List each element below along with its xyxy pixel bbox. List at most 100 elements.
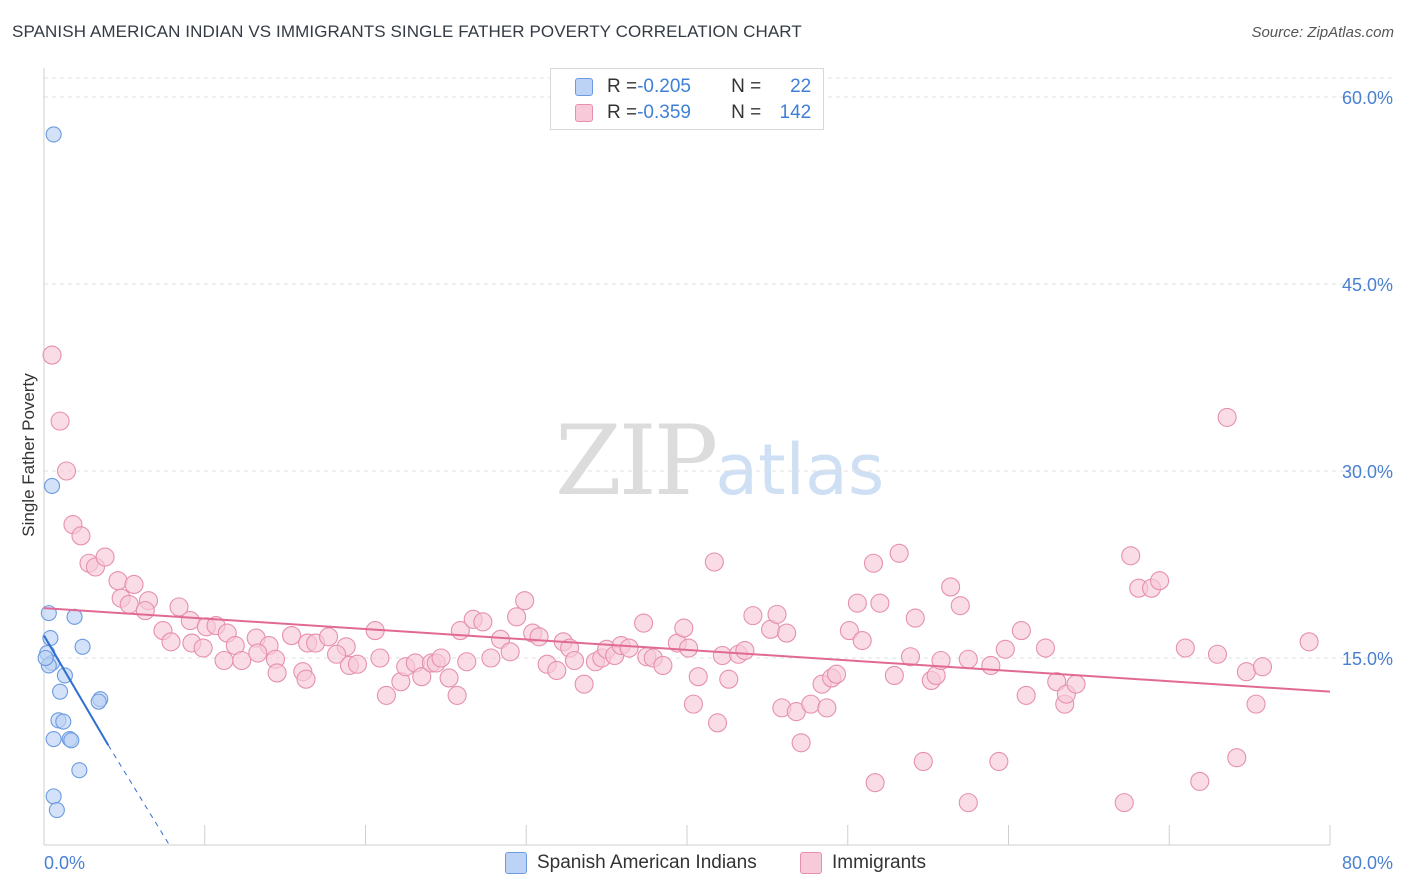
point-immigrants xyxy=(852,630,872,651)
correlation-legend: R = -0.205 N = 22 R = -0.359 N = 142 xyxy=(550,68,824,130)
x-tick-label: 0.0% xyxy=(44,853,85,873)
legend-row-blue: R = -0.205 N = 22 xyxy=(575,75,811,99)
point-immigrants xyxy=(564,650,585,671)
point-immigrants xyxy=(1035,638,1056,658)
legend-r-value: -0.205 xyxy=(637,76,691,97)
point-immigrants xyxy=(995,639,1015,659)
point-immigrants xyxy=(870,593,890,613)
y-tick-label: 60.0% xyxy=(1342,88,1393,108)
point-immigrants xyxy=(707,713,728,733)
point-immigrants xyxy=(791,733,811,753)
trend-line-extension-spanish-american-indians xyxy=(107,745,170,846)
point-immigrants xyxy=(1114,793,1134,813)
point-immigrants xyxy=(347,654,368,674)
point-immigrants xyxy=(481,648,501,668)
point-immigrants xyxy=(913,751,933,772)
point-immigrants xyxy=(1217,407,1237,427)
point-immigrants xyxy=(743,606,763,626)
legend-swatch-blue xyxy=(505,852,527,874)
point-immigrants xyxy=(634,613,654,633)
point-immigrants xyxy=(457,652,477,672)
point-spanish-american-indians xyxy=(37,649,54,667)
point-immigrants xyxy=(958,793,978,813)
point-immigrants xyxy=(370,648,390,668)
point-immigrants xyxy=(193,638,213,658)
point-immigrants xyxy=(135,601,155,621)
point-spanish-american-indians xyxy=(55,713,72,730)
point-immigrants xyxy=(712,645,732,666)
point-immigrants xyxy=(683,694,703,714)
point-immigrants xyxy=(1236,662,1256,682)
point-immigrants xyxy=(1121,546,1141,566)
point-spanish-american-indians xyxy=(63,732,80,749)
point-immigrants xyxy=(801,694,821,714)
point-spanish-american-indians xyxy=(45,788,62,805)
point-immigrants xyxy=(50,411,70,431)
point-spanish-american-indians xyxy=(74,638,91,655)
chart-title: SPANISH AMERICAN INDIAN VS IMMIGRANTS SI… xyxy=(12,22,802,41)
y-axis-label: Single Father Poverty xyxy=(19,373,38,537)
point-immigrants xyxy=(232,650,252,671)
point-immigrants xyxy=(839,621,859,641)
point-immigrants xyxy=(847,593,867,613)
point-immigrants xyxy=(296,669,316,689)
point-immigrants xyxy=(958,649,978,669)
point-immigrants xyxy=(653,655,673,676)
point-immigrants xyxy=(1246,694,1266,714)
point-immigrants xyxy=(863,553,884,573)
legend-item-spanish-american-indians[interactable]: Spanish American Indians xyxy=(505,852,757,874)
trend-lines xyxy=(43,607,1331,846)
point-immigrants xyxy=(214,650,234,671)
point-immigrants xyxy=(679,638,699,658)
point-immigrants xyxy=(161,632,181,652)
point-immigrants xyxy=(1227,748,1247,768)
point-immigrants xyxy=(439,668,459,688)
point-immigrants xyxy=(1175,638,1195,658)
point-immigrants xyxy=(500,642,520,662)
point-immigrants xyxy=(950,596,970,616)
legend-r-value: -0.359 xyxy=(637,102,691,123)
legend-item-immigrants[interactable]: Immigrants xyxy=(800,852,926,874)
y-tick-label: 15.0% xyxy=(1342,649,1393,669)
gridlines xyxy=(44,77,1392,659)
point-immigrants xyxy=(267,663,287,683)
point-immigrants xyxy=(248,643,268,663)
point-immigrants xyxy=(777,623,797,643)
point-spanish-american-indians xyxy=(43,477,61,495)
legend-swatch-pink xyxy=(575,104,593,122)
point-immigrants xyxy=(1011,621,1031,641)
point-immigrants xyxy=(376,685,396,705)
point-immigrants xyxy=(431,648,451,668)
point-immigrants xyxy=(1066,674,1086,694)
point-spanish-american-indians xyxy=(45,730,62,748)
trend-line-spanish-american-indians xyxy=(43,635,110,746)
point-immigrants xyxy=(989,751,1009,772)
point-immigrants xyxy=(42,345,62,365)
point-immigrants xyxy=(169,597,189,617)
point-spanish-american-indians xyxy=(90,693,107,710)
point-immigrants xyxy=(817,698,837,718)
y-tick-label: 45.0% xyxy=(1342,275,1393,295)
watermark: ZIPatlas xyxy=(555,405,884,517)
point-immigrants xyxy=(941,577,961,597)
axes xyxy=(43,68,1331,846)
point-immigrants xyxy=(574,674,594,694)
legend-row-pink: R = -0.359 N = 142 xyxy=(575,101,811,125)
point-spanish-american-indians xyxy=(48,802,65,819)
point-immigrants xyxy=(71,526,91,546)
point-immigrants xyxy=(529,627,549,647)
chart-source: Source: ZipAtlas.com xyxy=(1251,24,1394,41)
point-immigrants xyxy=(507,607,527,627)
x-tick-label: 80.0% xyxy=(1342,853,1393,873)
watermark-atlas: atlas xyxy=(715,429,885,511)
point-spanish-american-indians xyxy=(45,126,62,143)
point-immigrants xyxy=(884,665,904,686)
point-immigrants xyxy=(56,461,77,481)
point-immigrants xyxy=(889,543,909,563)
point-immigrants xyxy=(547,660,567,681)
legend-swatch-pink xyxy=(800,852,822,874)
trend-line-immigrants xyxy=(43,607,1331,693)
point-immigrants xyxy=(327,644,347,664)
point-immigrants xyxy=(1207,644,1228,664)
point-immigrants xyxy=(931,650,951,671)
